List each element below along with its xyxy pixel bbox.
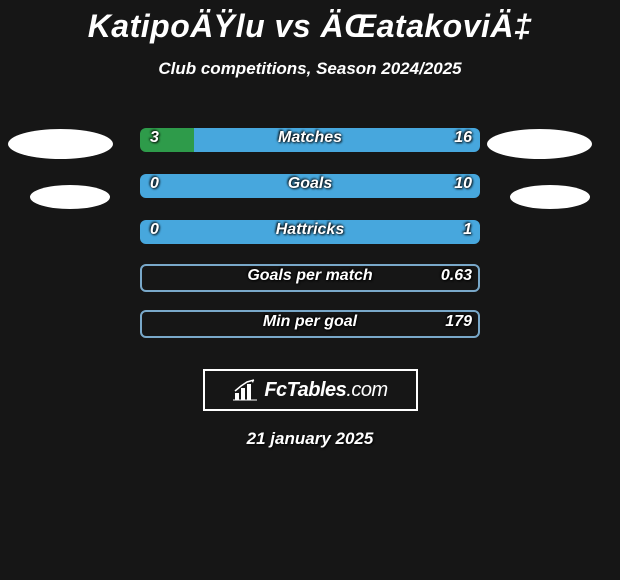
value-right: 10 xyxy=(454,175,472,193)
stat-label: Hattricks xyxy=(140,221,480,239)
bar-chart-icon xyxy=(232,379,258,401)
value-right: 0.63 xyxy=(441,267,472,285)
stat-row: 0Hattricks1 xyxy=(0,209,620,255)
decor-ellipse xyxy=(30,185,110,209)
logo-light: .com xyxy=(346,379,387,401)
subtitle: Club competitions, Season 2024/2025 xyxy=(0,59,620,79)
stat-row: Min per goal179 xyxy=(0,301,620,347)
logo-bold: FcTables xyxy=(264,379,346,401)
decor-ellipse xyxy=(487,129,592,159)
stat-label: Goals per match xyxy=(140,267,480,285)
page-title: KatipoÄŸlu vs ÄŒatakoviÄ‡ xyxy=(0,8,620,45)
value-right: 1 xyxy=(463,221,472,239)
stat-label: Goals xyxy=(140,175,480,193)
date-text: 21 january 2025 xyxy=(0,429,620,449)
stat-label: Min per goal xyxy=(140,313,480,331)
logo-box[interactable]: FcTables.com xyxy=(203,369,418,411)
stat-row: Goals per match0.63 xyxy=(0,255,620,301)
value-right: 179 xyxy=(445,313,472,331)
comparison-card: KatipoÄŸlu vs ÄŒatakoviÄ‡ Club competiti… xyxy=(0,8,620,449)
player-right-name: ÄŒatakoviÄ‡ xyxy=(321,8,533,44)
decor-ellipse xyxy=(510,185,590,209)
decor-ellipse xyxy=(8,129,113,159)
value-right: 16 xyxy=(454,129,472,147)
stat-label: Matches xyxy=(140,129,480,147)
player-left-name: KatipoÄŸlu xyxy=(88,8,265,44)
logo-text: FcTables.com xyxy=(264,379,387,402)
title-vs: vs xyxy=(275,8,312,44)
